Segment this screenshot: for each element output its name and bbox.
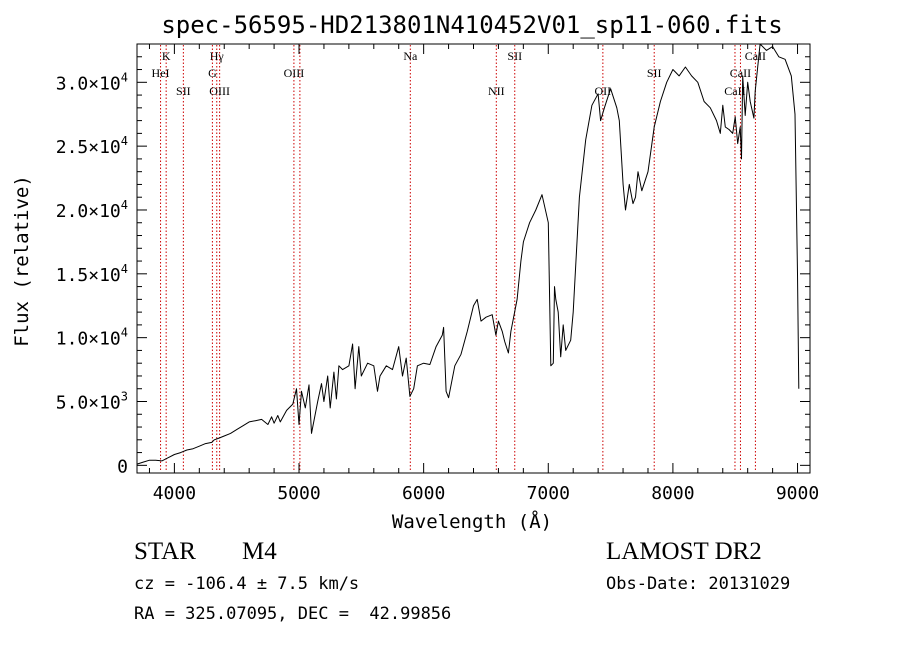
y-tick-exponent: 4 [121, 134, 128, 148]
spectral-line-label: SII [647, 66, 662, 80]
object-class: STAR [134, 538, 196, 565]
y-tick-exponent: 4 [121, 70, 128, 84]
y-tick-label: 1.0×104 [56, 326, 128, 350]
y-tick-mantissa: 1.5×10 [56, 265, 121, 286]
spectral-line-label: OIII [209, 84, 230, 98]
x-axis-label: Wavelength (Å) [392, 510, 552, 533]
spectrum-series [136, 43, 800, 465]
y-tick-label: 3.0×104 [56, 70, 128, 94]
x-tick-label: 7000 [527, 483, 570, 504]
spectral-line-label: HeI [152, 66, 170, 80]
y-tick-mantissa: 1.0×10 [56, 329, 121, 350]
y-tick-mantissa: 2.5×10 [56, 137, 121, 158]
object-subclass: M4 [242, 538, 277, 565]
y-tick-label: 1.5×104 [56, 262, 128, 286]
x-tick-label: 8000 [651, 483, 694, 504]
y-tick-exponent: 3 [121, 390, 128, 404]
emission-lines: K HeI SII Hγ G OIII OIII Na NII SII OII SII CaII CaII… [152, 45, 766, 472]
spectral-line-label: Hγ [210, 49, 225, 63]
y-tick-mantissa: 0 [117, 456, 128, 477]
spectral-line-label: NII [488, 84, 505, 98]
spectral-line-label: CaII [730, 66, 751, 80]
x-tick-label: 9000 [776, 483, 819, 504]
y-tick-exponent: 4 [121, 326, 128, 340]
spectral-line-label: SII [507, 49, 522, 63]
spectral-line-label: G [208, 66, 217, 80]
y-tick-label: 0 [117, 456, 128, 477]
y-tick-label: 2.5×104 [56, 134, 128, 158]
plot-frame [136, 43, 811, 474]
spectrum-line [136, 43, 800, 465]
y-tick-exponent: 4 [121, 198, 128, 212]
redshift-velocity: cz = -106.4 ± 7.5 km/s [134, 574, 360, 594]
y-tick-mantissa: 2.0×10 [56, 201, 121, 222]
y-tick-label: 5.0×103 [56, 390, 128, 414]
y-tick-mantissa: 5.0×10 [56, 393, 121, 414]
y-tick-label: 2.0×104 [56, 198, 128, 222]
y-tick-mantissa: 3.0×10 [56, 73, 121, 94]
x-tick-label: 6000 [402, 483, 445, 504]
x-tick-label: 4000 [153, 483, 196, 504]
spectral-line-label: OII [595, 84, 612, 98]
x-tick-label: 5000 [277, 483, 320, 504]
spectral-line-label: Na [403, 49, 418, 63]
chart-title: spec-56595-HD213801N410452V01_sp11-060.f… [161, 11, 782, 39]
sky-coordinates: RA = 325.07095, DEC = 42.99856 [134, 604, 452, 624]
y-axis-label: Flux (relative) [11, 175, 33, 347]
axis-ticks: 4000 5000 6000 7000 8000 900005.0×1031.0×1041… [56, 44, 819, 504]
survey-name: LAMOST DR2 [606, 538, 762, 565]
observation-date: Obs-Date: 20131029 [606, 574, 791, 594]
y-tick-exponent: 4 [121, 262, 128, 276]
spectral-line-label: CaII [745, 49, 766, 63]
spectral-line-label: K [162, 49, 171, 63]
spectral-line-label: SII [176, 84, 191, 98]
spectral-line-label: OIII [284, 66, 305, 80]
